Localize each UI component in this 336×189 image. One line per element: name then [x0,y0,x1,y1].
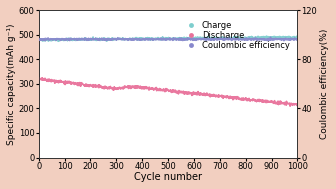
X-axis label: Cycle number: Cycle number [134,172,202,182]
Legend: Charge, Discharge, Coulombic efficiency: Charge, Discharge, Coulombic efficiency [179,18,293,54]
Y-axis label: Coulombic efficiency(%): Coulombic efficiency(%) [320,29,329,139]
Y-axis label: Specific capacity(mAh g⁻¹): Specific capacity(mAh g⁻¹) [7,23,16,145]
